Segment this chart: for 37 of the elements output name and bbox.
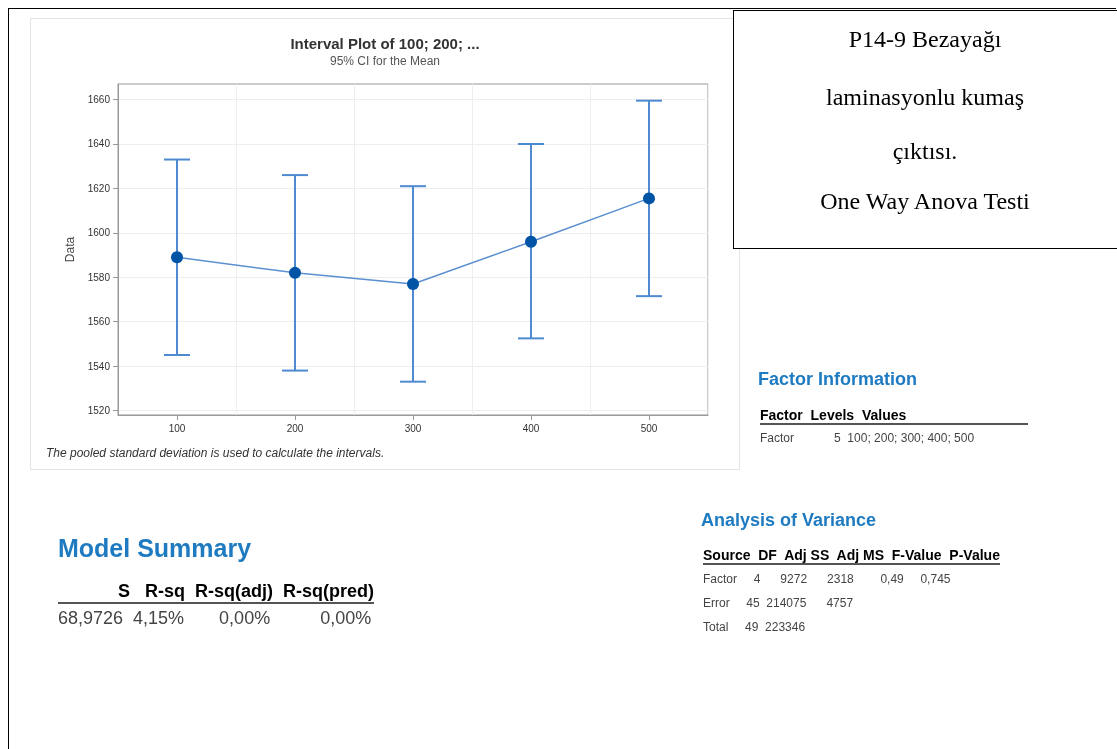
- text: Factor 5 100; 200; 300; 400; 500: [760, 431, 975, 445]
- point: [525, 235, 537, 248]
- text: The pooled standard deviation is used to calculate the intervals.: [46, 446, 385, 460]
- y-tick-label: 1520: [87, 405, 111, 417]
- x-tick-label: 300: [404, 422, 422, 434]
- x-tick-label: 400: [522, 422, 540, 434]
- text: çıktısı.: [891, 138, 959, 165]
- text: One Way Anova Testi: [819, 188, 1031, 215]
- x-tick-label: 100: [168, 422, 186, 434]
- point: [289, 266, 301, 279]
- text: Factor Information: [758, 369, 918, 390]
- y-axis-title: Data: [63, 236, 77, 263]
- point: [171, 251, 183, 264]
- text: 68,9726 4,15% 0,00% 0,00%: [58, 608, 372, 629]
- text: Factor Levels Values: [760, 407, 1028, 425]
- y-tick-label: 1620: [87, 182, 111, 194]
- y-tick-label: 1540: [87, 360, 111, 372]
- text: Error 45 214075 4757: [703, 596, 854, 610]
- y-tick-label: 1660: [87, 94, 111, 106]
- y-tick-label: 1580: [87, 271, 111, 283]
- y-tick-label: 1600: [87, 227, 111, 239]
- y-tick-label: 1640: [87, 138, 111, 150]
- text: Analysis of Variance: [701, 510, 877, 531]
- point: [407, 277, 419, 290]
- y-tick-label: 1560: [87, 316, 111, 328]
- text: Model Summary: [58, 534, 252, 563]
- x-tick-label: 500: [640, 422, 658, 434]
- text: S R-sq R-sq(adj) R-sq(pred): [58, 581, 375, 604]
- x-tick-label: 200: [286, 422, 304, 434]
- text: P14-9 Bezayağı: [847, 26, 1003, 53]
- text: Factor 4 9272 2318 0,49 0,745: [703, 572, 951, 586]
- chart-title: Interval Plot of 100; 200; ...: [290, 35, 480, 52]
- chart-subtitle: 95% CI for the Mean: [329, 54, 441, 68]
- source-note: Source DF Adj SS Adj MS F-Value P-Value: [703, 547, 1000, 565]
- text: laminasyonlu kumaş: [825, 84, 1025, 111]
- point: [643, 192, 655, 205]
- text: Total 49 223346: [703, 620, 806, 634]
